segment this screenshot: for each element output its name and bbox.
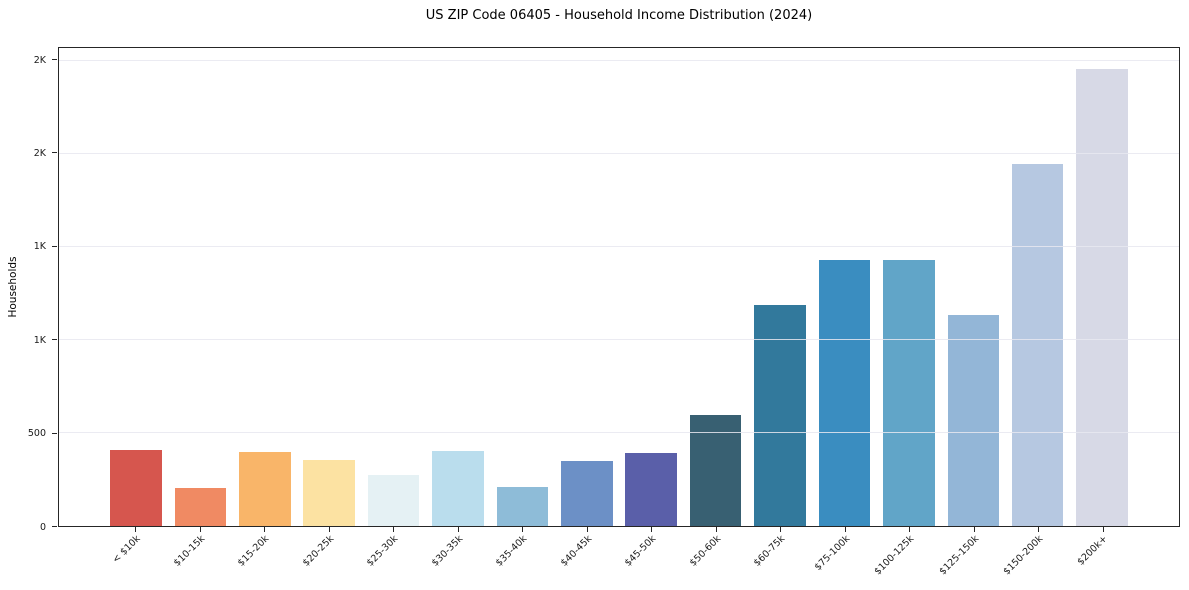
y-tick-label: 0 [39, 521, 46, 533]
y-tick-mark [52, 59, 57, 61]
x-tick-label: $150-200k [1001, 533, 1046, 578]
x-tick-mark [973, 527, 975, 532]
x-axis: < $10k $10-15k $15-20k $20-25k $25-30k $30-35… [58, 527, 1180, 590]
bar-slot [683, 48, 747, 526]
bar [883, 260, 935, 526]
x-tick-mark [264, 527, 266, 532]
x-tick-label: < $10k [109, 533, 143, 566]
bar [1011, 164, 1064, 526]
y-tick-label: 1K [33, 241, 46, 253]
bar-slot [1070, 48, 1134, 526]
bar-slot [361, 48, 425, 526]
x-tick-mark [328, 527, 330, 532]
x-tick-label: $35-40k [493, 533, 530, 569]
y-tick-label: 1K [33, 334, 46, 346]
bar-slot [168, 48, 232, 526]
bar [239, 451, 291, 526]
x-tick-mark [1102, 527, 1104, 532]
bar-slot [555, 48, 619, 526]
x-tick-mark [780, 527, 782, 532]
y-tick-mark [52, 526, 57, 527]
x-tick-label: $10-15k [171, 533, 207, 569]
bar [174, 487, 227, 526]
bar-slot [619, 48, 683, 526]
bar-slot [233, 48, 297, 526]
x-tick-mark [844, 527, 846, 532]
bars [59, 48, 1179, 526]
y-tick-label: 2K [33, 147, 46, 159]
bar [303, 459, 355, 526]
bar [561, 460, 613, 526]
y-axis: 0 500 1K 1K 2K 2K [0, 47, 57, 531]
y-tick-label: 500 [27, 427, 46, 439]
bar-slot [490, 48, 554, 526]
chart-title: US ZIP Code 06405 - Household Income Dis… [425, 8, 813, 23]
bar-slot [1005, 48, 1069, 526]
x-tick-label: $75-100k [812, 533, 852, 574]
y-tick-mark [52, 339, 57, 341]
plot-area [58, 47, 1180, 527]
x-tick-label: $60-75k [751, 533, 788, 569]
x-tick-label: $45-50k [622, 533, 659, 569]
bar-slot [297, 48, 361, 526]
y-tick-mark [52, 152, 57, 154]
x-tick-mark [715, 527, 717, 532]
bar [818, 260, 871, 526]
x-tick-label: $50-60k [687, 533, 723, 569]
bar-slot [748, 48, 812, 526]
bar [625, 452, 677, 526]
x-tick-mark [909, 527, 911, 532]
bar-slot [104, 48, 168, 526]
x-tick-label: $125-150k [936, 533, 981, 578]
x-tick-mark [199, 527, 201, 532]
x-tick-mark [1038, 527, 1040, 532]
x-tick-mark [393, 527, 395, 532]
bar [367, 474, 420, 526]
x-tick-label: $40-45k [558, 533, 594, 569]
x-tick-mark [522, 527, 524, 532]
bar [496, 486, 549, 526]
x-tick-label: $25-30k [364, 533, 401, 569]
bar-slot [941, 48, 1005, 526]
x-tick-mark [457, 527, 459, 532]
y-tick-label: 2K [33, 54, 46, 66]
y-tick-mark [52, 432, 57, 434]
bar [432, 450, 484, 526]
bar-slot [426, 48, 490, 526]
bar [110, 449, 162, 526]
x-tick-label: $100-125k [872, 533, 917, 578]
bar [947, 314, 1000, 526]
y-tick-mark [52, 245, 57, 247]
x-tick-label: $15-20k [235, 533, 272, 569]
x-tick-label: $30-35k [429, 533, 465, 569]
bar [689, 415, 742, 526]
x-tick-label: $200k+ [1075, 533, 1110, 568]
bar-slot [812, 48, 876, 526]
bar-slot [877, 48, 941, 526]
bar [754, 304, 806, 526]
bar [1076, 69, 1128, 526]
x-tick-mark [586, 527, 588, 532]
x-tick-mark [135, 527, 137, 532]
x-tick-label: $20-25k [300, 533, 336, 569]
x-tick-mark [651, 527, 653, 532]
